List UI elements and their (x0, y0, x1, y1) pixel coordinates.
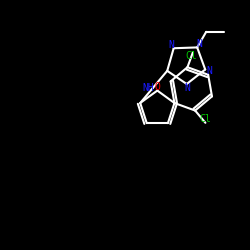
Text: N: N (168, 40, 174, 50)
Text: Cl: Cl (185, 51, 197, 61)
Text: N: N (206, 66, 212, 76)
Text: N: N (196, 39, 202, 49)
Text: O: O (154, 82, 160, 92)
Text: Cl: Cl (200, 114, 211, 124)
Text: N: N (184, 83, 190, 93)
Text: NH: NH (142, 83, 154, 93)
